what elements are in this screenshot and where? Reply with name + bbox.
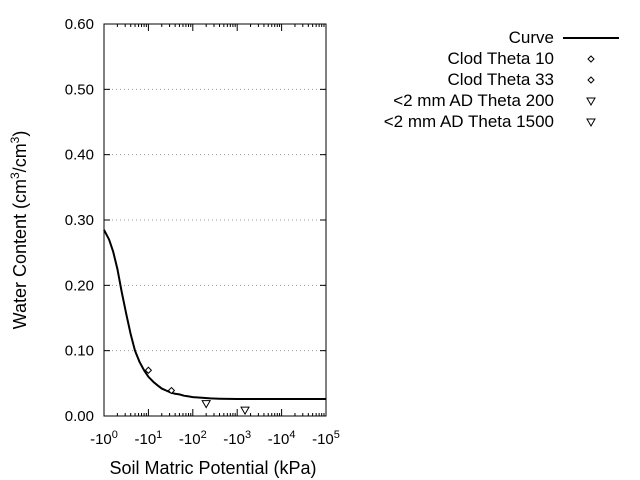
x-tick-label: -102: [179, 429, 207, 448]
y-axis: 0.00 0.10 0.20 0.30 0.40 0.50 0.60: [65, 16, 326, 425]
y-tick-label: 0.50: [65, 81, 94, 98]
data-point: [167, 386, 176, 395]
y-tick-label: 0.30: [65, 212, 94, 229]
data-point: [240, 406, 250, 416]
legend-marker: [586, 118, 596, 128]
data-point: [201, 400, 212, 409]
legend-marker: [586, 97, 596, 107]
x-tick-label: -100: [90, 429, 118, 448]
legend-label: Curve: [509, 28, 554, 47]
legend-label: <2 mm AD Theta 200: [393, 91, 554, 110]
y-tick-label: 0.20: [65, 277, 94, 294]
y-axis-label: Water Content (cm3/cm3): [8, 131, 30, 330]
legend-marker: [587, 55, 595, 63]
x-axis-label: Soil Matric Potential (kPa): [109, 458, 316, 478]
legend-marker: [587, 76, 595, 84]
legend-label: Clod Theta 10: [448, 49, 554, 68]
y-tick-label: 0.40: [65, 147, 94, 164]
curve-line: [103, 229, 326, 400]
y-tick-label: 0.00: [65, 408, 94, 425]
legend-label: Clod Theta 33: [448, 70, 554, 89]
legend: Curve Clod Theta 10 Clod Theta 33 <2 mm AD …: [384, 28, 619, 131]
x-axis: -100 -101 -102 -103 -104 -105: [90, 24, 340, 448]
grid-lines: [104, 23, 326, 352]
data-point: [144, 366, 153, 374]
x-tick-label: -104: [268, 429, 296, 448]
legend-label: <2 mm AD Theta 1500: [384, 112, 554, 131]
data-series: [103, 229, 326, 416]
y-tick-label: 0.10: [65, 343, 94, 360]
x-tick-label: -101: [134, 429, 162, 448]
y-tick-label: 0.60: [65, 16, 94, 33]
x-tick-label: -105: [312, 429, 340, 448]
x-tick-label: -103: [223, 429, 251, 448]
